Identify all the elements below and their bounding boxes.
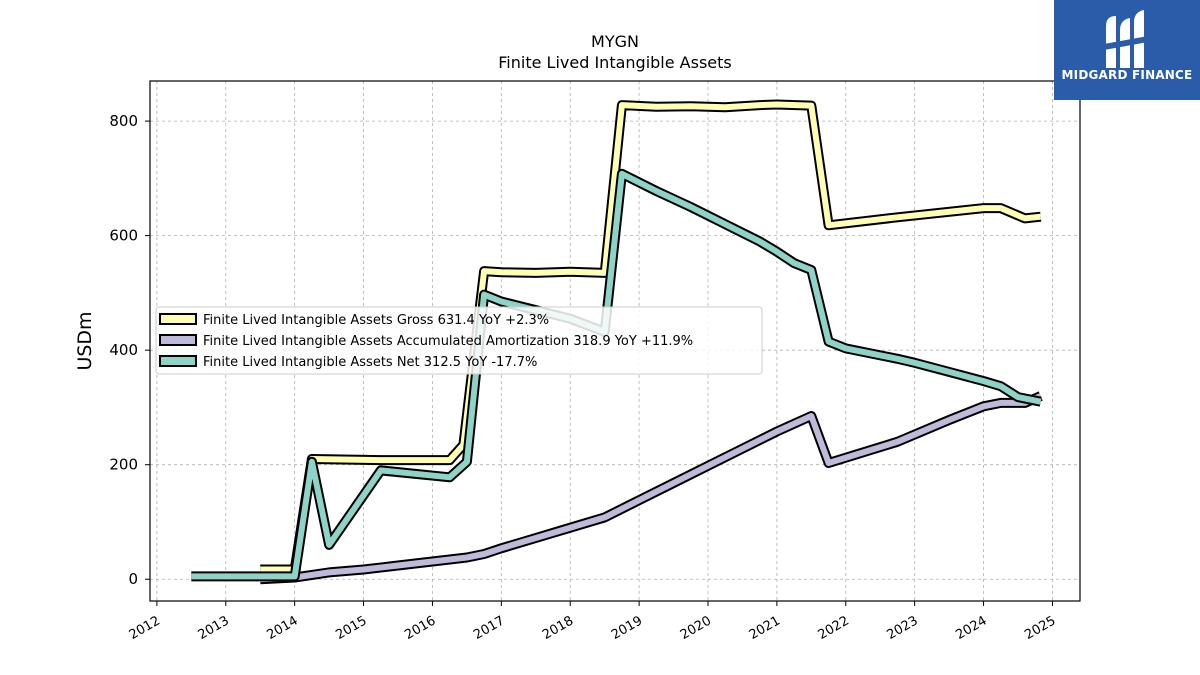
series-2	[191, 168, 1042, 582]
legend-label: Finite Lived Intangible Assets Accumulat…	[203, 334, 693, 349]
x-tick-label: 2023	[885, 613, 921, 643]
legend-swatch	[159, 334, 197, 346]
y-tick-label: 600	[109, 227, 138, 245]
y-axis-label: USDm	[74, 311, 96, 370]
legend-label: Finite Lived Intangible Assets Gross 631…	[203, 313, 549, 328]
legend-swatch	[159, 355, 197, 367]
x-tick-label: 2022	[816, 613, 852, 643]
series-line-outline	[259, 391, 1043, 585]
x-tick-label: 2024	[953, 613, 989, 643]
y-tick-label: 400	[109, 341, 138, 359]
series-0	[260, 99, 1042, 575]
y-tick-label: 800	[109, 112, 138, 130]
x-tick-label: 2020	[678, 613, 714, 643]
x-tick-label: 2012	[127, 613, 163, 643]
legend-item: Finite Lived Intangible Assets Accumulat…	[159, 334, 693, 349]
logo-mark-icon	[1104, 10, 1148, 68]
legend-item: Finite Lived Intangible Assets Gross 631…	[159, 313, 549, 328]
x-tick-label: 2015	[333, 613, 369, 643]
axis-ticks: 0 200 400 600 800 2012 2013 2014 2015 2016 2017 201…	[109, 112, 1058, 643]
x-tick-label: 2019	[609, 613, 645, 643]
y-tick-label: 0	[128, 570, 138, 588]
x-tick-label: 2017	[471, 613, 507, 643]
logo-text: MIDGARD FINANCE	[1061, 68, 1193, 82]
x-tick-label: 2014	[265, 613, 301, 643]
x-tick-label: 2025	[1022, 613, 1058, 643]
series-layer	[191, 99, 1043, 585]
series-line	[260, 393, 1042, 583]
legend: Finite Lived Intangible Assets Gross 631…	[155, 306, 763, 375]
legend-box	[155, 306, 763, 375]
x-tick-label: 2018	[540, 613, 576, 643]
x-tick-label: 2016	[402, 613, 438, 643]
chart-title: MYGN	[591, 32, 639, 51]
legend-label: Finite Lived Intangible Assets Net 312.5…	[203, 355, 537, 370]
x-tick-label: 2021	[747, 613, 783, 643]
series-1	[259, 391, 1043, 585]
midgard-finance-logo: MIDGARD FINANCE	[1054, 0, 1200, 100]
series-line	[260, 101, 1042, 573]
chart-subtitle: Finite Lived Intangible Assets	[498, 53, 731, 72]
plot-frame	[149, 80, 1081, 602]
x-tick-label: 2013	[196, 613, 232, 643]
y-tick-label: 200	[109, 456, 138, 474]
legend-item: Finite Lived Intangible Assets Net 312.5…	[159, 355, 537, 370]
series-line	[191, 170, 1042, 580]
legend-swatch	[159, 313, 197, 325]
